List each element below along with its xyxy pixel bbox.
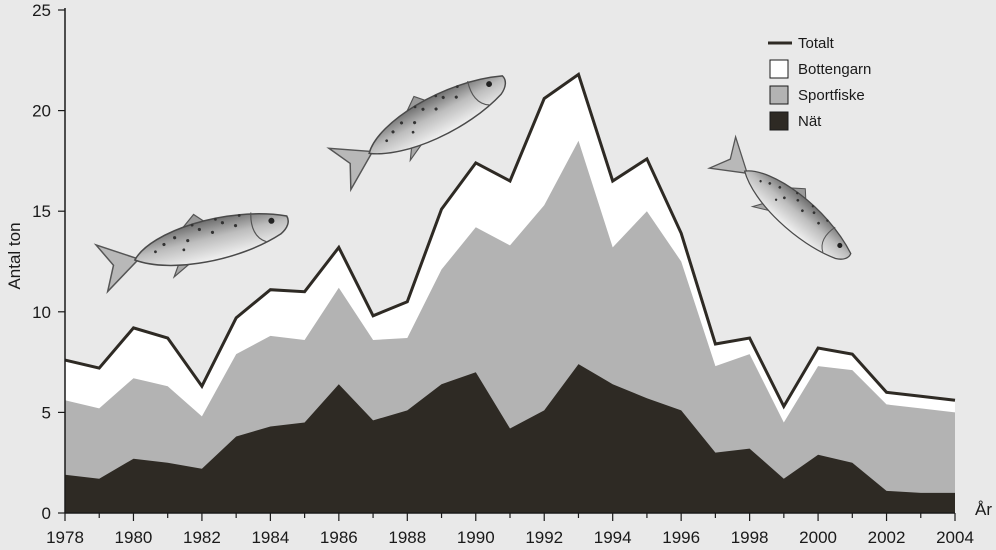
x-tick-label: 1984 xyxy=(251,528,289,547)
x-tick-label: 1990 xyxy=(457,528,495,547)
legend-item-sportfiske: Sportfiske xyxy=(769,85,865,105)
x-tick-label: 1992 xyxy=(525,528,563,547)
legend-swatch xyxy=(769,85,789,105)
y-tick-label: 5 xyxy=(42,403,51,422)
x-axis-label: År xyxy=(975,500,992,519)
y-tick-label: 25 xyxy=(32,1,51,20)
legend-label: Totalt xyxy=(798,35,835,52)
legend-item-n-t: Nät xyxy=(769,111,822,131)
x-tick-label: 1998 xyxy=(731,528,769,547)
legend-label: Sportfiske xyxy=(798,87,865,104)
y-axis-label: Antal ton xyxy=(5,222,24,289)
x-tick-label: 1988 xyxy=(388,528,426,547)
x-tick-label: 1982 xyxy=(183,528,221,547)
x-tick-label: 2004 xyxy=(936,528,974,547)
x-tick-label: 2000 xyxy=(799,528,837,547)
legend-swatch xyxy=(769,59,789,79)
legend-label: Bottengarn xyxy=(798,61,871,78)
plot-areas xyxy=(64,72,956,514)
legend-item-bottengarn: Bottengarn xyxy=(769,59,871,79)
legend-item-totalt: Totalt xyxy=(768,35,835,52)
x-tick-label: 1996 xyxy=(662,528,700,547)
y-tick-label: 15 xyxy=(32,202,51,221)
y-tick-label: 10 xyxy=(32,303,51,322)
y-tick-label: 0 xyxy=(42,504,51,523)
x-tick-label: 1994 xyxy=(594,528,632,547)
line-totalt xyxy=(64,72,956,410)
x-tick-label: 1980 xyxy=(115,528,153,547)
area-n-t xyxy=(65,364,955,513)
y-tick-label: 20 xyxy=(32,102,51,121)
legend-swatch xyxy=(769,111,789,131)
x-tick-label: 1978 xyxy=(46,528,84,547)
legend-label: Nät xyxy=(798,113,822,130)
salmon-illustration-1 xyxy=(93,191,296,295)
y-axis-ticks: 0 5 10 15 20 25 xyxy=(32,1,65,523)
x-tick-label: 1986 xyxy=(320,528,358,547)
salmon-illustration-3 xyxy=(707,132,865,276)
area-sportfiske xyxy=(65,140,955,514)
legend: Totalt Bottengarn Sportfiske Nät xyxy=(768,35,871,131)
x-tick-label: 2002 xyxy=(868,528,906,547)
x-axis-ticks: 1978 1980 1982 1984 1986 1988 1990 1992 1994 1996… xyxy=(46,513,974,547)
